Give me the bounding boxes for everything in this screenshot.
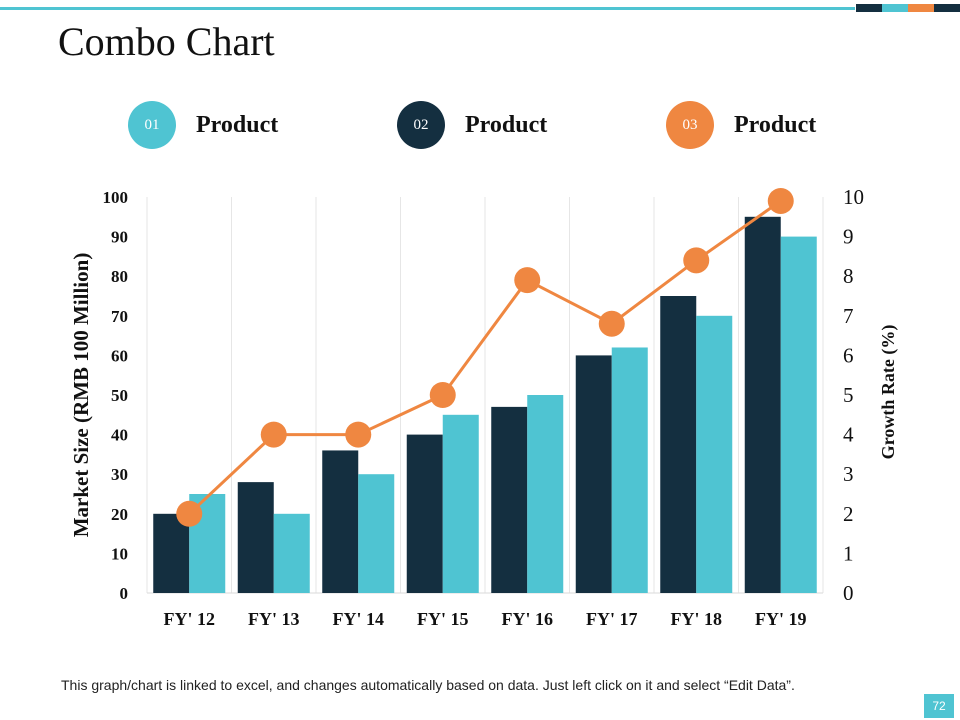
legend-item-01: 01 Product <box>128 101 278 149</box>
bar <box>575 355 612 593</box>
top-block-teal <box>882 4 908 12</box>
bar <box>237 482 274 593</box>
y-axis-title: Market Size (RMB 100 Million) <box>69 253 93 538</box>
bar <box>780 236 817 593</box>
top-block-dark <box>856 4 882 12</box>
page-title: Combo Chart <box>58 19 275 64</box>
bar <box>527 395 564 593</box>
bar <box>322 450 359 593</box>
y-tick-label: 40 <box>111 426 128 445</box>
x-tick-label: FY' 16 <box>502 609 554 629</box>
x-tick-label: FY' 12 <box>164 609 216 629</box>
bar <box>358 474 395 593</box>
legend-label-01: Product <box>196 111 279 138</box>
y2-tick-label: 4 <box>843 423 854 447</box>
line-point <box>683 247 710 274</box>
x-tick-label: FY' 18 <box>671 609 723 629</box>
page-number: 72 <box>924 694 954 718</box>
y2-tick-label: 2 <box>843 502 854 526</box>
top-color-blocks <box>856 4 960 12</box>
bar <box>491 406 528 593</box>
growth-line <box>188 199 782 515</box>
x-tick-label: FY' 13 <box>248 609 300 629</box>
bar <box>696 315 733 593</box>
x-tick-label: FY' 19 <box>755 609 807 629</box>
line-point <box>176 500 203 527</box>
y2-tick-label: 10 <box>843 185 864 209</box>
y-tick-label: 50 <box>111 386 128 405</box>
line-point <box>260 421 287 448</box>
y2-tick-label: 0 <box>843 581 854 605</box>
y-tick-label: 100 <box>103 188 129 207</box>
bar <box>611 347 648 593</box>
y-tick-label: 60 <box>111 346 128 365</box>
top-accent-line <box>0 7 855 10</box>
line-point <box>514 267 541 294</box>
y2-axis-title: Growth Rate (%) <box>878 325 899 460</box>
y2-tick-label: 6 <box>843 343 854 367</box>
bar <box>744 216 781 594</box>
y-tick-label: 90 <box>111 228 128 247</box>
line-point <box>598 310 625 337</box>
bar <box>442 414 479 593</box>
bar <box>660 296 697 593</box>
top-block-dark-2 <box>934 4 960 12</box>
y2-tick-label: 8 <box>843 264 854 288</box>
y2-tick-label: 5 <box>843 383 854 407</box>
legend-label-03: Product <box>734 111 817 138</box>
x-tick-label: FY' 17 <box>586 609 638 629</box>
legend-item-02: 02 Product <box>397 101 547 149</box>
y-tick-label: 10 <box>111 544 128 563</box>
legend-badge-03: 03 <box>666 101 714 149</box>
y-tick-label: 20 <box>111 505 128 524</box>
x-tick-label: FY' 15 <box>417 609 469 629</box>
y2-tick-label: 9 <box>843 225 854 249</box>
y-tick-label: 80 <box>111 267 128 286</box>
y2-tick-label: 1 <box>843 541 854 565</box>
bar <box>406 434 443 593</box>
y2-tick-label: 7 <box>843 304 854 328</box>
line-point <box>429 382 456 408</box>
legend-badge-02: 02 <box>397 101 445 149</box>
y-tick-label: 30 <box>111 465 128 484</box>
y-tick-label: 70 <box>111 307 128 326</box>
x-tick-label: FY' 14 <box>333 609 385 629</box>
legend-badge-01: 01 <box>128 101 176 149</box>
y-tick-label: 0 <box>120 584 129 603</box>
line-point <box>345 421 372 448</box>
footnote: This graph/chart is linked to excel, and… <box>61 677 795 693</box>
line-point <box>767 187 794 214</box>
legend-item-03: 03 Product <box>666 101 816 149</box>
top-block-orange <box>908 4 934 12</box>
legend-label-02: Product <box>465 111 548 138</box>
bar <box>273 513 310 593</box>
bar <box>153 513 190 593</box>
y2-tick-label: 3 <box>843 462 854 486</box>
